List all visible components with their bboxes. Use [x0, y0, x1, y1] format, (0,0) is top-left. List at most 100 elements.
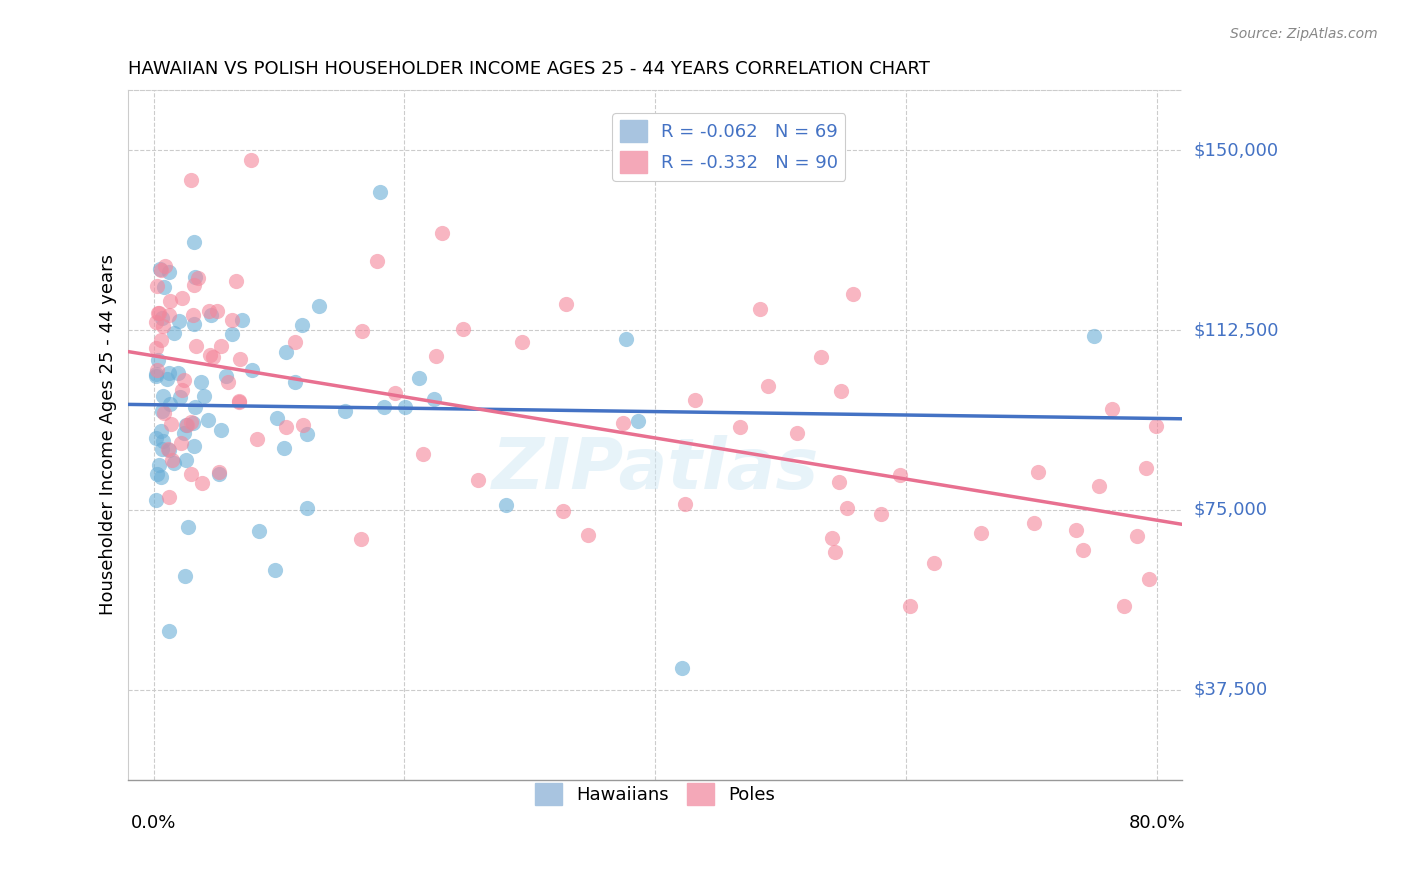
Point	[263, 563, 285, 577]
Point	[173, 374, 195, 388]
Point	[284, 375, 307, 389]
Point	[157, 265, 180, 279]
Point	[274, 419, 297, 434]
Point	[333, 404, 356, 418]
Point	[821, 531, 844, 545]
Point	[1083, 329, 1105, 343]
Point	[183, 235, 205, 249]
Point	[193, 389, 215, 403]
Point	[145, 341, 167, 355]
Point	[145, 492, 167, 507]
Point	[451, 321, 474, 335]
Point	[209, 338, 232, 352]
Text: Source: ZipAtlas.com: Source: ZipAtlas.com	[1230, 27, 1378, 41]
Point	[1135, 461, 1157, 475]
Point	[614, 333, 637, 347]
Point	[159, 417, 181, 431]
Point	[149, 262, 172, 277]
Legend: Hawaiians, Poles: Hawaiians, Poles	[527, 775, 783, 812]
Point	[828, 475, 851, 490]
Point	[423, 392, 446, 407]
Point	[159, 366, 181, 380]
Point	[835, 500, 858, 515]
Point	[187, 270, 209, 285]
Point	[145, 368, 167, 383]
Point	[148, 306, 170, 320]
Point	[160, 453, 183, 467]
Point	[150, 333, 173, 347]
Point	[869, 507, 891, 521]
Point	[174, 569, 197, 583]
Point	[197, 413, 219, 427]
Point	[180, 416, 202, 430]
Point	[432, 226, 454, 240]
Point	[274, 344, 297, 359]
Point	[1137, 572, 1160, 586]
Text: $37,500: $37,500	[1194, 681, 1267, 698]
Point	[180, 173, 202, 187]
Text: 0.0%: 0.0%	[131, 814, 176, 832]
Point	[900, 599, 922, 613]
Point	[824, 544, 846, 558]
Point	[157, 624, 180, 638]
Point	[730, 420, 752, 434]
Point	[183, 269, 205, 284]
Point	[284, 335, 307, 350]
Point	[297, 500, 319, 515]
Point	[146, 279, 169, 293]
Point	[149, 262, 172, 277]
Point	[1126, 529, 1149, 543]
Point	[368, 185, 391, 199]
Point	[553, 504, 575, 518]
Point	[162, 326, 184, 341]
Point	[467, 473, 489, 487]
Point	[290, 318, 312, 333]
Point	[810, 350, 832, 364]
Point	[970, 525, 993, 540]
Point	[1144, 418, 1167, 433]
Text: $112,500: $112,500	[1194, 321, 1278, 339]
Point	[177, 519, 200, 533]
Point	[150, 442, 173, 457]
Point	[167, 366, 190, 380]
Point	[685, 393, 707, 408]
Point	[889, 467, 911, 482]
Point	[200, 309, 222, 323]
Point	[221, 313, 243, 327]
Text: $150,000: $150,000	[1194, 141, 1278, 159]
Point	[152, 310, 174, 325]
Point	[201, 350, 224, 364]
Point	[153, 280, 176, 294]
Text: ZIPatlas: ZIPatlas	[492, 435, 818, 504]
Text: HAWAIIAN VS POLISH HOUSEHOLDER INCOME AGES 25 - 44 YEARS CORRELATION CHART: HAWAIIAN VS POLISH HOUSEHOLDER INCOME AG…	[128, 60, 931, 78]
Point	[146, 306, 169, 320]
Point	[159, 397, 181, 411]
Point	[1112, 599, 1135, 613]
Point	[169, 390, 191, 404]
Point	[150, 470, 173, 484]
Point	[153, 259, 176, 273]
Y-axis label: Householder Income Ages 25 - 44 years: Householder Income Ages 25 - 44 years	[100, 254, 117, 615]
Point	[842, 287, 865, 301]
Point	[153, 405, 176, 419]
Point	[183, 277, 205, 292]
Point	[266, 411, 288, 425]
Point	[148, 458, 170, 472]
Point	[394, 400, 416, 414]
Point	[173, 425, 195, 440]
Point	[1071, 542, 1094, 557]
Point	[146, 363, 169, 377]
Point	[145, 316, 167, 330]
Point	[756, 379, 779, 393]
Point	[145, 367, 167, 381]
Point	[208, 467, 231, 481]
Point	[197, 304, 219, 318]
Point	[350, 532, 373, 546]
Point	[181, 417, 204, 431]
Text: $75,000: $75,000	[1194, 501, 1267, 519]
Point	[922, 556, 945, 570]
Point	[159, 443, 181, 458]
Point	[510, 334, 533, 349]
Text: 80.0%: 80.0%	[1129, 814, 1185, 832]
Point	[157, 442, 180, 457]
